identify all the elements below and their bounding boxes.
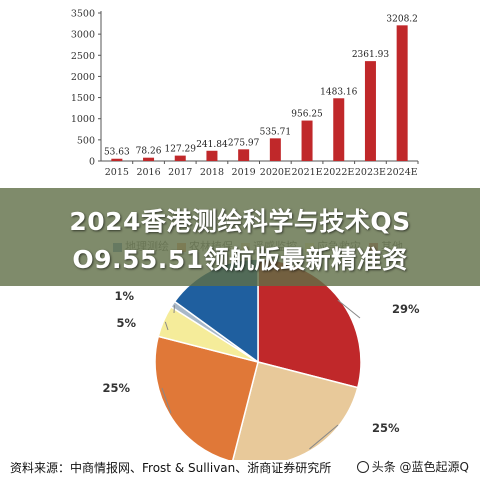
x-tick-label: 2020E (260, 167, 291, 178)
bar-value-label: 275.97 (228, 138, 260, 148)
pie-leader-line (164, 321, 169, 331)
camera-icon (356, 461, 369, 473)
banner-line-1: 2024香港测绘科学与技术QS (69, 207, 411, 236)
x-tick-label: 2023E (355, 167, 386, 178)
y-tick-label: 0 (89, 157, 95, 168)
x-tick-label: 2016 (136, 167, 160, 178)
bar (301, 120, 313, 161)
y-tick-label: 3000 (71, 30, 95, 41)
bar-value-label: 1483.16 (320, 87, 357, 97)
pie-slice-label: 1% (114, 289, 134, 303)
bar (206, 150, 218, 161)
bar (174, 155, 186, 161)
x-tick-label: 2024E (387, 167, 418, 178)
pie-slice-label: 5% (116, 316, 136, 330)
bar (143, 157, 155, 161)
bar (396, 25, 408, 161)
watermark-label: 头条 @蓝色起源Q (371, 460, 469, 474)
source-note: 资料来源：中商情报网、Frost & Sullivan、浙商证券研究所 (10, 461, 332, 475)
bar (111, 158, 123, 161)
y-tick-label: 1500 (71, 93, 95, 104)
pie-slice (232, 361, 359, 460)
pie-slice (154, 335, 259, 460)
x-tick-label: 2021E (291, 167, 322, 178)
overlay-banner: 2024香港测绘科学与技术QS O9.55.51领航版最新精准资 (0, 188, 480, 286)
bar-value-label: 3208.2 (386, 14, 418, 24)
pie-slice-label: 25% (372, 421, 400, 435)
bar (269, 138, 281, 161)
bar-value-label: 78.26 (136, 147, 162, 157)
x-tick-label: 2019 (232, 167, 256, 178)
pie-slice-label: 25% (102, 381, 130, 395)
pie-leader-line (309, 424, 339, 450)
pie-slice-label: 29% (392, 302, 420, 316)
bar (238, 149, 250, 161)
y-tick-label: 2500 (71, 51, 95, 62)
bar-chart: 0 500 1000 1500 2000 2500 3000 3500 53.63 2015 78.… (71, 9, 419, 178)
bar-value-label: 127.29 (165, 145, 197, 155)
x-tick-label: 2022E (323, 167, 354, 178)
bar-value-label: 535.71 (260, 127, 292, 137)
x-tick-label: 2017 (168, 167, 192, 178)
x-tick-label: 2018 (200, 167, 224, 178)
y-tick-label: 3500 (71, 9, 95, 20)
y-tick-label: 2000 (71, 72, 95, 83)
pie-leader-line (337, 299, 361, 319)
bar (333, 98, 345, 161)
bar-value-label: 53.63 (104, 148, 130, 158)
x-tick-label: 2015 (105, 167, 129, 178)
y-tick-label: 1000 (71, 114, 95, 125)
bar (364, 61, 376, 162)
bar-value-label: 956.25 (291, 110, 323, 120)
bar-value-label: 241.84 (196, 140, 228, 150)
watermark: 头条 @蓝色起源Q (353, 457, 472, 476)
banner-line-2: O9.55.51领航版最新精准资 (72, 245, 408, 274)
bar-value-label: 2361.93 (352, 50, 389, 60)
y-tick-label: 500 (77, 135, 95, 146)
pie-leader-line (161, 387, 172, 414)
